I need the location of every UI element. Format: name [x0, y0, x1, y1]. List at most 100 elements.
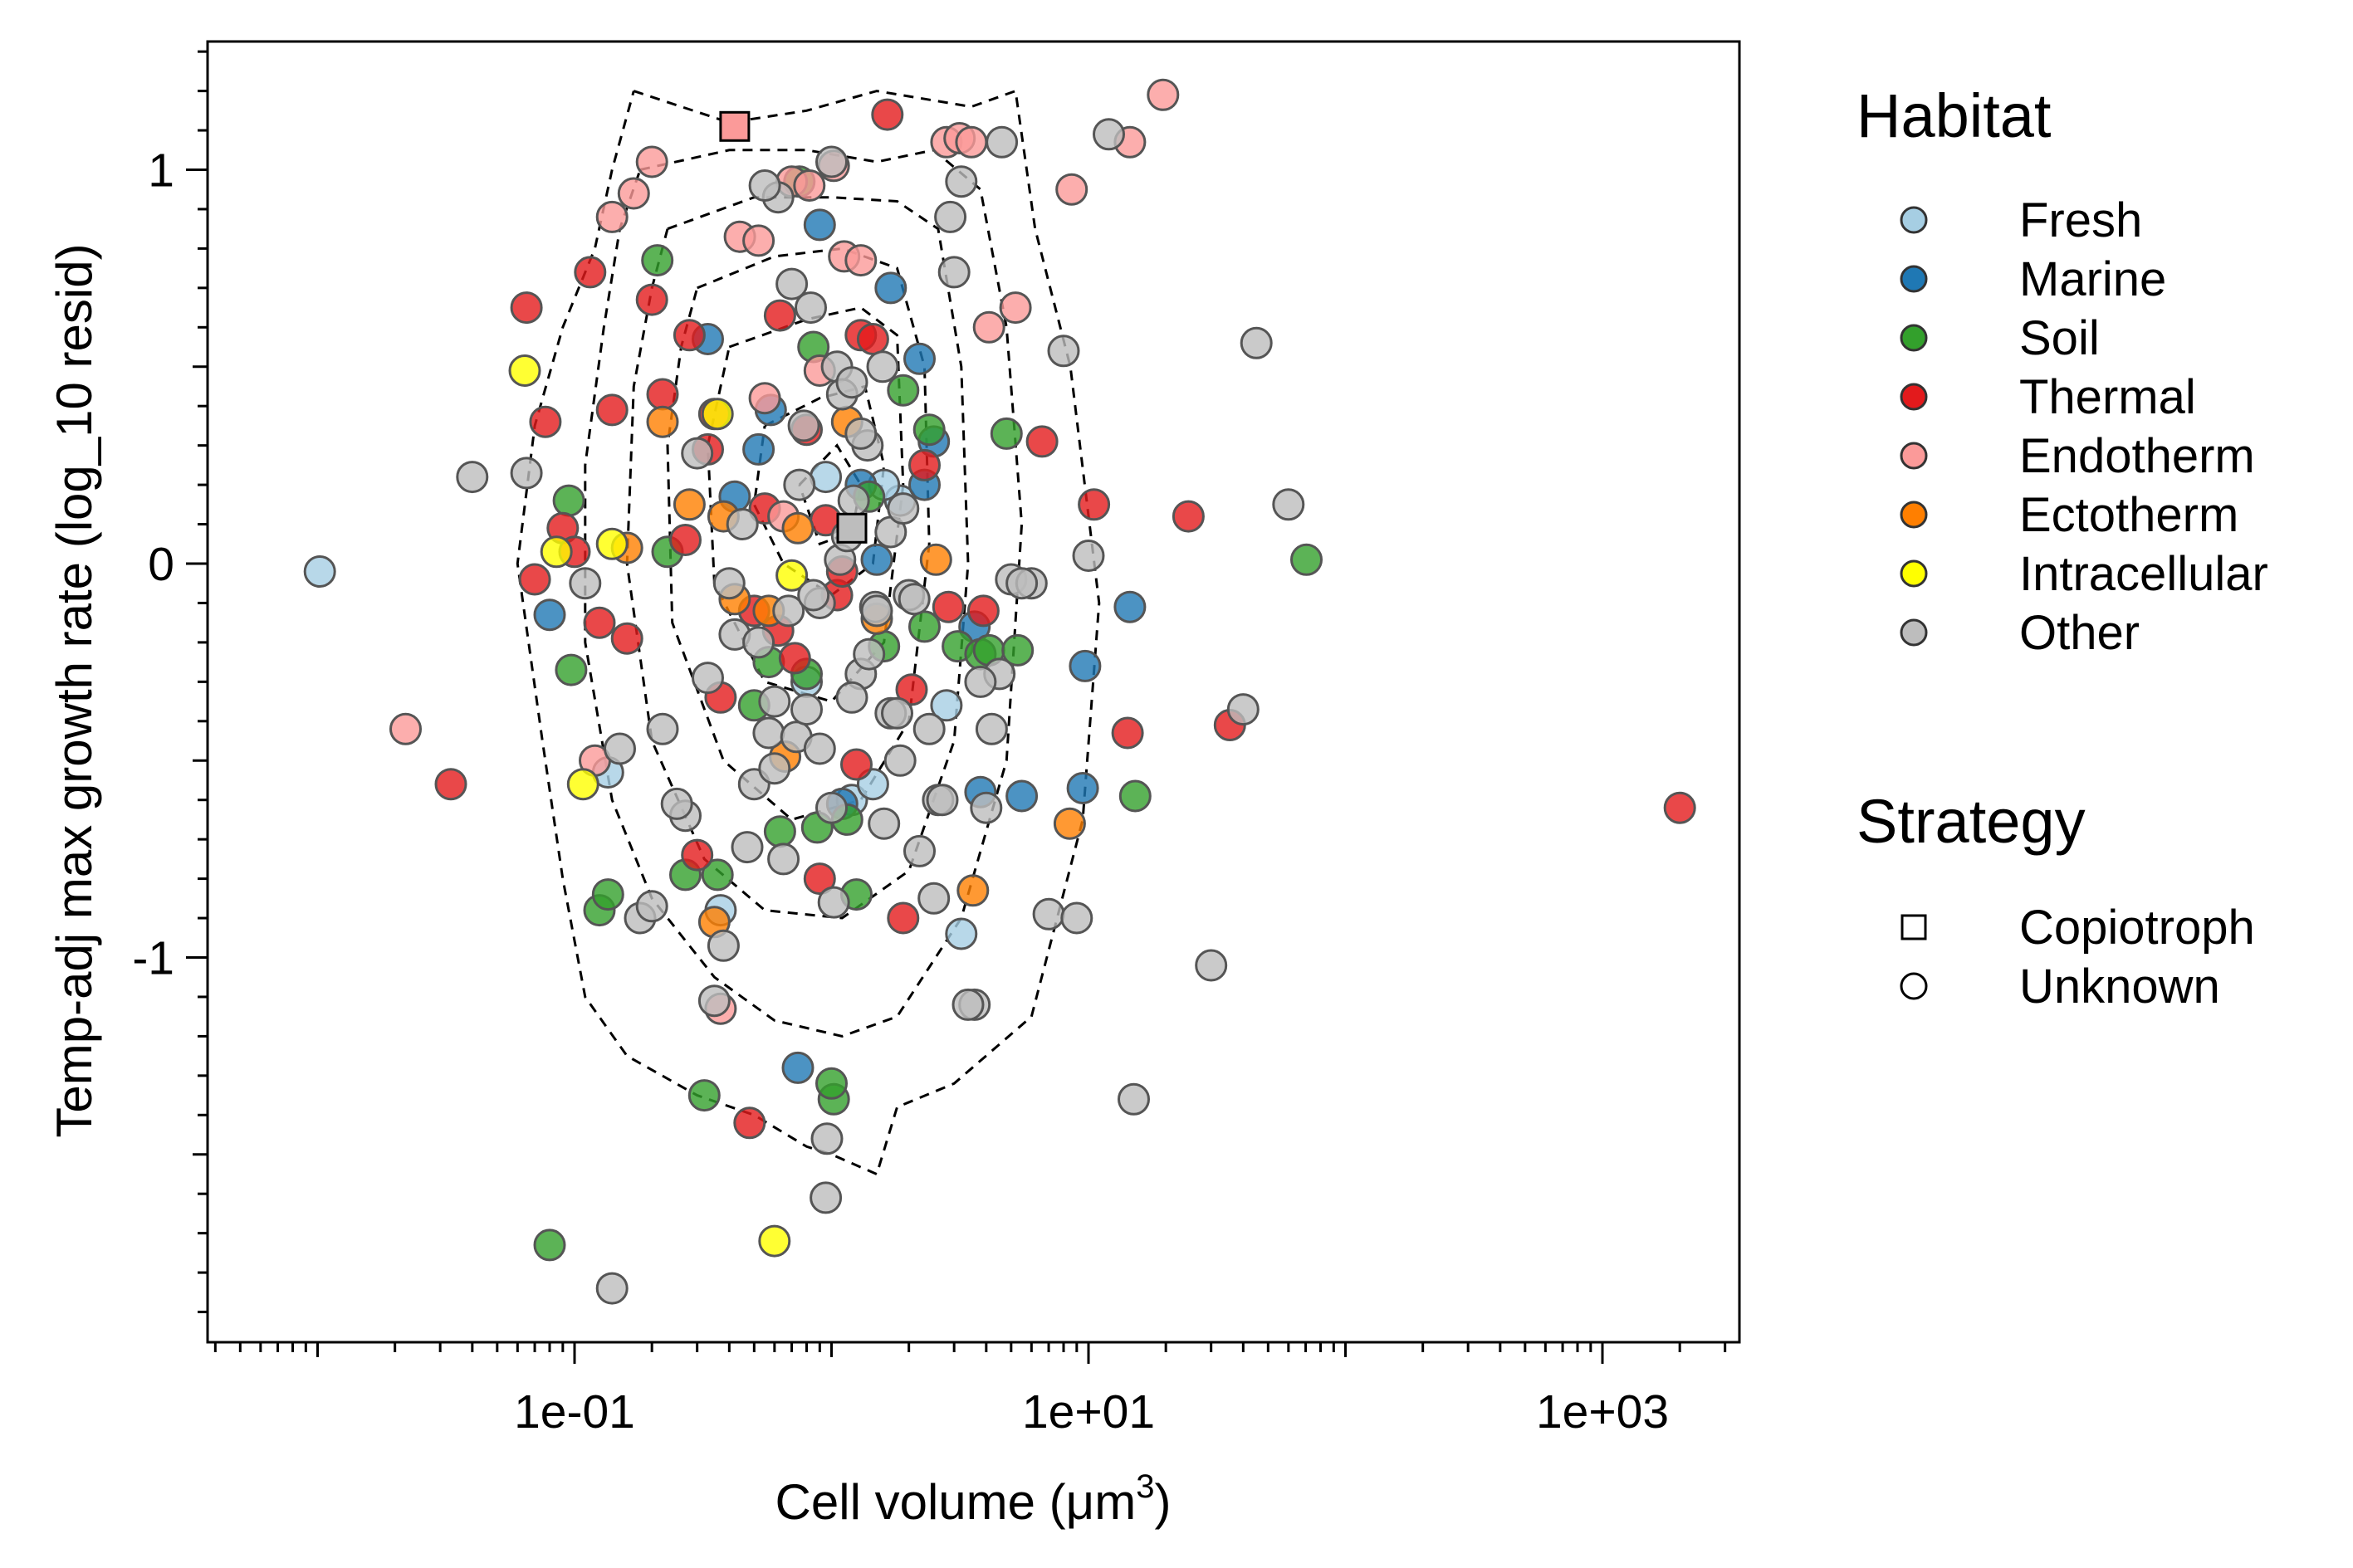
legend-label-other: Other	[2019, 606, 2140, 660]
point-marine	[860, 543, 893, 576]
point-fresh	[945, 917, 978, 950]
point-thermal	[529, 405, 562, 438]
point-intracellular	[595, 527, 629, 560]
point-endotherm	[955, 125, 988, 159]
legend-label-fresh: Fresh	[2019, 193, 2142, 247]
x-axis-unit: μm	[1066, 1474, 1137, 1530]
point-soil	[887, 374, 920, 407]
point-thermal	[803, 862, 836, 896]
point-other	[835, 366, 868, 399]
point-other	[731, 831, 764, 864]
x-tick-label: 1e+01	[1022, 1385, 1155, 1439]
point-thermal	[434, 768, 467, 801]
point-other	[1118, 1082, 1150, 1116]
point-other	[835, 681, 868, 714]
x-axis-unit-exponent: 3	[1136, 1468, 1154, 1505]
x-axis-title-close: )	[1154, 1474, 1171, 1530]
point-thermal	[733, 1106, 766, 1140]
point-ectotherm	[646, 405, 679, 438]
point-other	[707, 929, 740, 962]
legend-habitat-items: FreshMarineSoilThermalEndothermEctotherm…	[1900, 193, 2268, 660]
point-thermal	[574, 256, 607, 289]
point-thermal	[595, 393, 629, 427]
point-intracellular	[508, 354, 541, 387]
point-other	[797, 579, 830, 612]
point-thermal	[840, 748, 873, 781]
point-endotherm	[793, 169, 826, 202]
point-thermal	[1078, 488, 1111, 521]
point-other	[595, 1272, 629, 1305]
x-axis-title: Cell volume (μm3)	[775, 1468, 1172, 1530]
point-soil	[763, 815, 796, 848]
point-other	[937, 256, 971, 289]
point-intracellular	[540, 535, 573, 569]
copiotroph-point	[719, 110, 751, 142]
point-other	[986, 125, 1019, 159]
point-other	[660, 787, 693, 820]
legend-label-marine: Marine	[2019, 252, 2166, 306]
data-points	[303, 78, 1696, 1305]
point-ectotherm	[781, 511, 814, 545]
point-ectotherm	[956, 874, 990, 907]
point-other	[866, 350, 899, 383]
point-thermal	[871, 98, 904, 131]
legend-label-unknown: Unknown	[2019, 960, 2220, 1014]
point-other	[635, 890, 668, 923]
point-other	[772, 594, 805, 628]
point-thermal	[895, 673, 928, 706]
point-endotherm	[1147, 78, 1180, 111]
point-thermal	[1172, 500, 1205, 533]
y-tick-label: -1	[132, 932, 174, 985]
point-soil	[701, 858, 734, 891]
contour-line-3	[625, 196, 970, 920]
point-thermal	[646, 378, 679, 411]
y-axis-title: Temp-adj max growth rate (log_10 resid)	[46, 243, 102, 1137]
legend-label-ectotherm: Ectotherm	[2019, 488, 2238, 542]
point-endotherm	[972, 310, 1005, 344]
point-marine	[903, 342, 936, 375]
point-other	[712, 567, 746, 600]
point-soil	[552, 484, 585, 517]
point-marine	[874, 271, 907, 305]
point-soil	[591, 878, 624, 911]
point-other	[945, 165, 978, 198]
point-other	[742, 626, 775, 659]
point-thermal	[908, 448, 941, 481]
y-tick-label: 1	[148, 144, 174, 198]
legend-label-soil: Soil	[2019, 311, 2100, 365]
point-thermal	[778, 642, 811, 675]
point-soil	[533, 1229, 566, 1262]
y-tick-label: 0	[148, 538, 174, 591]
point-other	[1272, 488, 1305, 521]
point-marine	[1066, 772, 1099, 804]
point-soil	[641, 244, 674, 277]
point-thermal	[856, 323, 889, 355]
point-other	[1195, 949, 1228, 982]
point-endotherm	[748, 382, 781, 415]
legend-label-thermal: Thermal	[2019, 370, 2196, 424]
point-other	[795, 291, 827, 325]
legend-square-icon	[1900, 914, 1927, 940]
point-other	[510, 457, 543, 490]
point-thermal	[932, 590, 965, 623]
point-other	[817, 886, 850, 919]
point-thermal	[1663, 791, 1696, 824]
point-other	[853, 637, 886, 671]
point-other	[1060, 901, 1093, 935]
point-other	[1226, 693, 1260, 726]
point-other	[810, 1181, 843, 1214]
point-other	[1093, 118, 1125, 151]
point-other	[767, 843, 800, 876]
series-thermal	[434, 98, 1696, 1140]
series-intracellular	[508, 354, 809, 1258]
point-other	[726, 508, 759, 540]
point-marine	[1069, 649, 1102, 682]
legend-strategy-title: Strategy	[1856, 787, 2086, 856]
point-thermal	[887, 901, 920, 935]
point-other	[783, 468, 816, 501]
point-other	[917, 882, 951, 915]
point-endotherm	[595, 200, 629, 233]
legend-swatch-soil	[1900, 324, 1928, 352]
point-ectotherm	[1053, 807, 1086, 840]
